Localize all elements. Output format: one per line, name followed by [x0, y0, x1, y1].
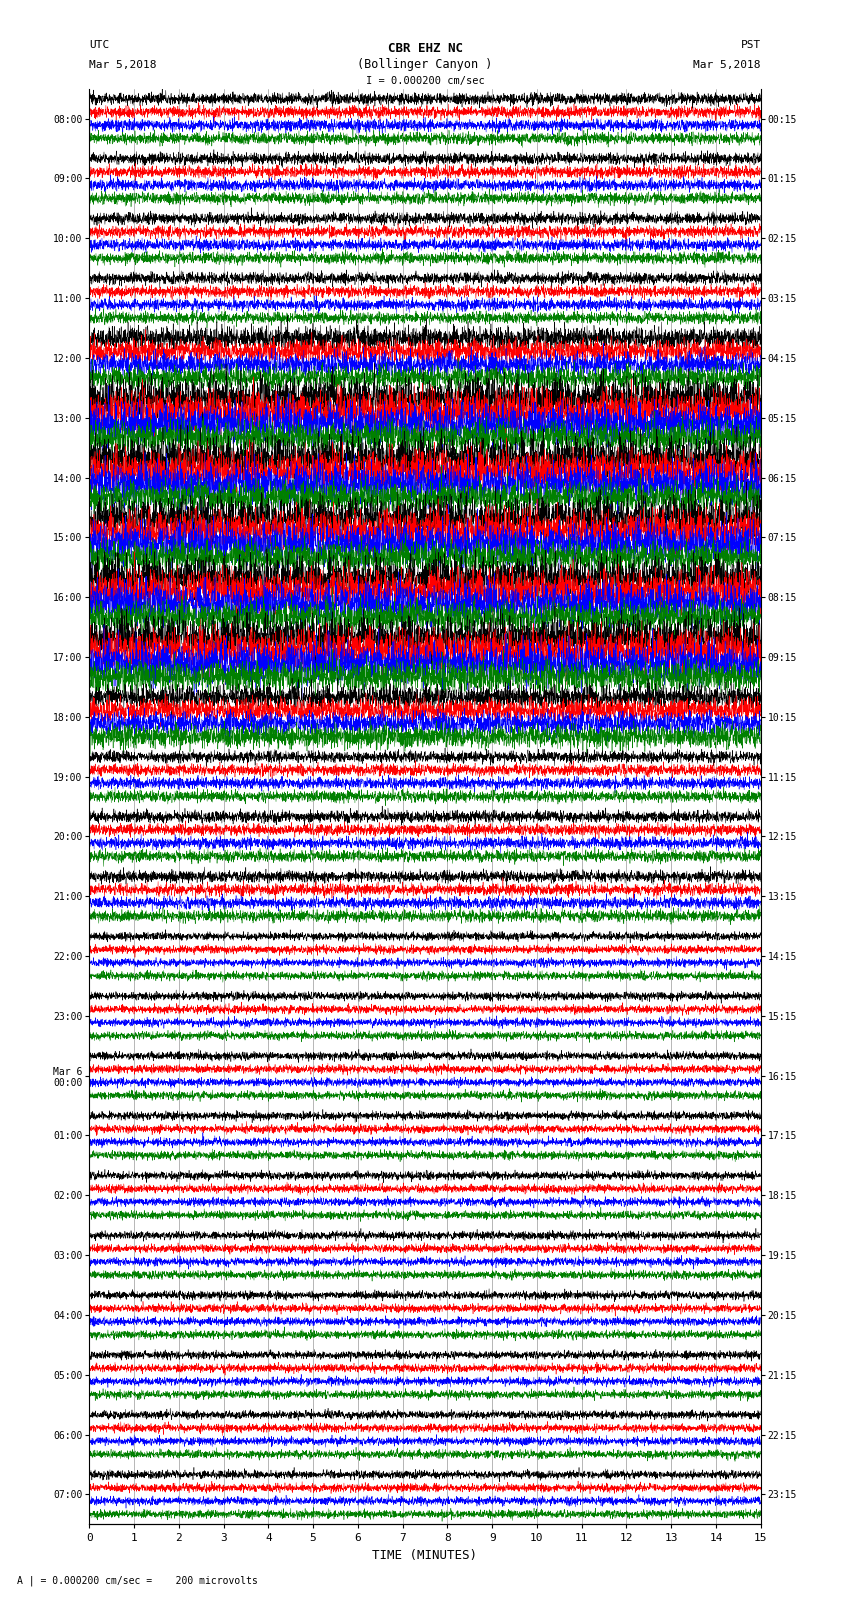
Text: PST: PST — [740, 40, 761, 50]
Text: Mar 5,2018: Mar 5,2018 — [694, 60, 761, 69]
Text: Mar 5,2018: Mar 5,2018 — [89, 60, 156, 69]
Text: I = 0.000200 cm/sec: I = 0.000200 cm/sec — [366, 76, 484, 85]
Text: (Bollinger Canyon ): (Bollinger Canyon ) — [357, 58, 493, 71]
Text: CBR EHZ NC: CBR EHZ NC — [388, 42, 462, 55]
X-axis label: TIME (MINUTES): TIME (MINUTES) — [372, 1548, 478, 1561]
Text: UTC: UTC — [89, 40, 110, 50]
Text: A | = 0.000200 cm/sec =    200 microvolts: A | = 0.000200 cm/sec = 200 microvolts — [17, 1576, 258, 1586]
